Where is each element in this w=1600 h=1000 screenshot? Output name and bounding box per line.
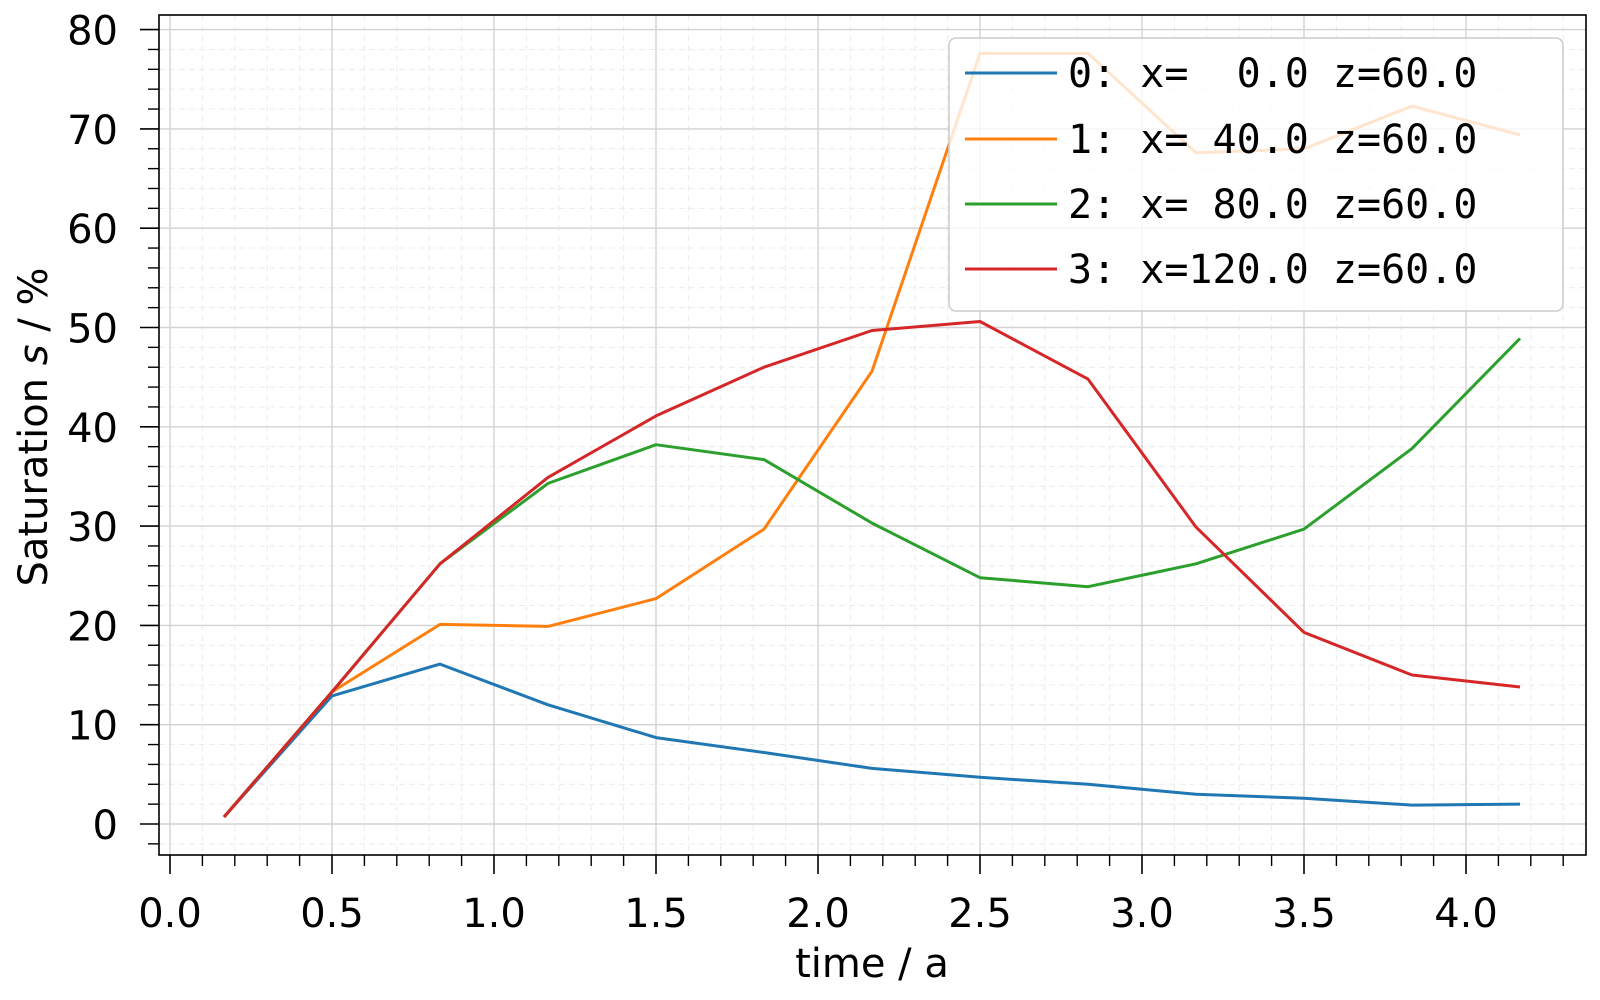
legend-item: 0: x= 0.0 z=60.0	[965, 51, 1477, 97]
legend-item: 2: x= 80.0 z=60.0	[965, 182, 1477, 228]
x-tick-label: 0.0	[138, 891, 202, 937]
y-axis-label-suffix: / %	[11, 268, 57, 345]
legend-box	[948, 37, 1564, 312]
y-tick-label: 80	[67, 9, 118, 55]
x-tick-label: 1.5	[624, 891, 688, 937]
y-tick-label: 50	[67, 307, 118, 353]
legend-label: 0: x= 0.0 z=60.0	[1068, 51, 1477, 97]
legend-item: 3: x=120.0 z=60.0	[965, 247, 1477, 293]
x-tick-label: 1.0	[462, 891, 526, 937]
legend-label: 3: x=120.0 z=60.0	[1068, 247, 1477, 293]
y-axis-label-prefix: Saturation	[11, 365, 57, 586]
x-tick-label: 2.0	[786, 891, 850, 937]
x-tick-label: 3.0	[1110, 891, 1174, 937]
x-tick-label: 4.0	[1434, 891, 1498, 937]
legend-item: 1: x= 40.0 z=60.0	[965, 117, 1477, 163]
y-tick-label: 0	[93, 803, 118, 849]
y-axis-label-symbol: s	[11, 344, 57, 365]
x-tick-label: 0.5	[300, 891, 364, 937]
y-tick-label: 10	[67, 704, 118, 750]
x-tick-label: 3.5	[1272, 891, 1336, 937]
y-tick-label: 20	[67, 604, 118, 650]
x-axis-label: time / a	[795, 941, 949, 987]
legend-label: 2: x= 80.0 z=60.0	[1068, 182, 1477, 228]
x-axis-ticks: 0.0 0.5 1.0 1.5 2.0 2.5 3.0 3.5 4.0	[138, 855, 1564, 937]
y-axis-label: Saturation s / %	[11, 268, 57, 587]
y-axis-ticks: 0 10 20 30 40 50 60 70 80	[67, 9, 159, 849]
y-tick-label: 30	[67, 505, 118, 551]
series-line-0	[222, 662, 1521, 818]
y-tick-label: 60	[67, 207, 118, 253]
minor-grid	[159, 15, 1586, 855]
legend-label: 1: x= 40.0 z=60.0	[1068, 117, 1477, 163]
legend: 0: x= 0.0 z=60.0 1: x= 40.0 z=60.0 2: x= 8…	[948, 37, 1564, 312]
series-line-3	[222, 320, 1521, 818]
plot-frame	[158, 14, 1587, 856]
x-tick-label: 2.5	[948, 891, 1012, 937]
y-tick-label: 70	[67, 108, 118, 154]
y-tick-label: 40	[67, 406, 118, 452]
